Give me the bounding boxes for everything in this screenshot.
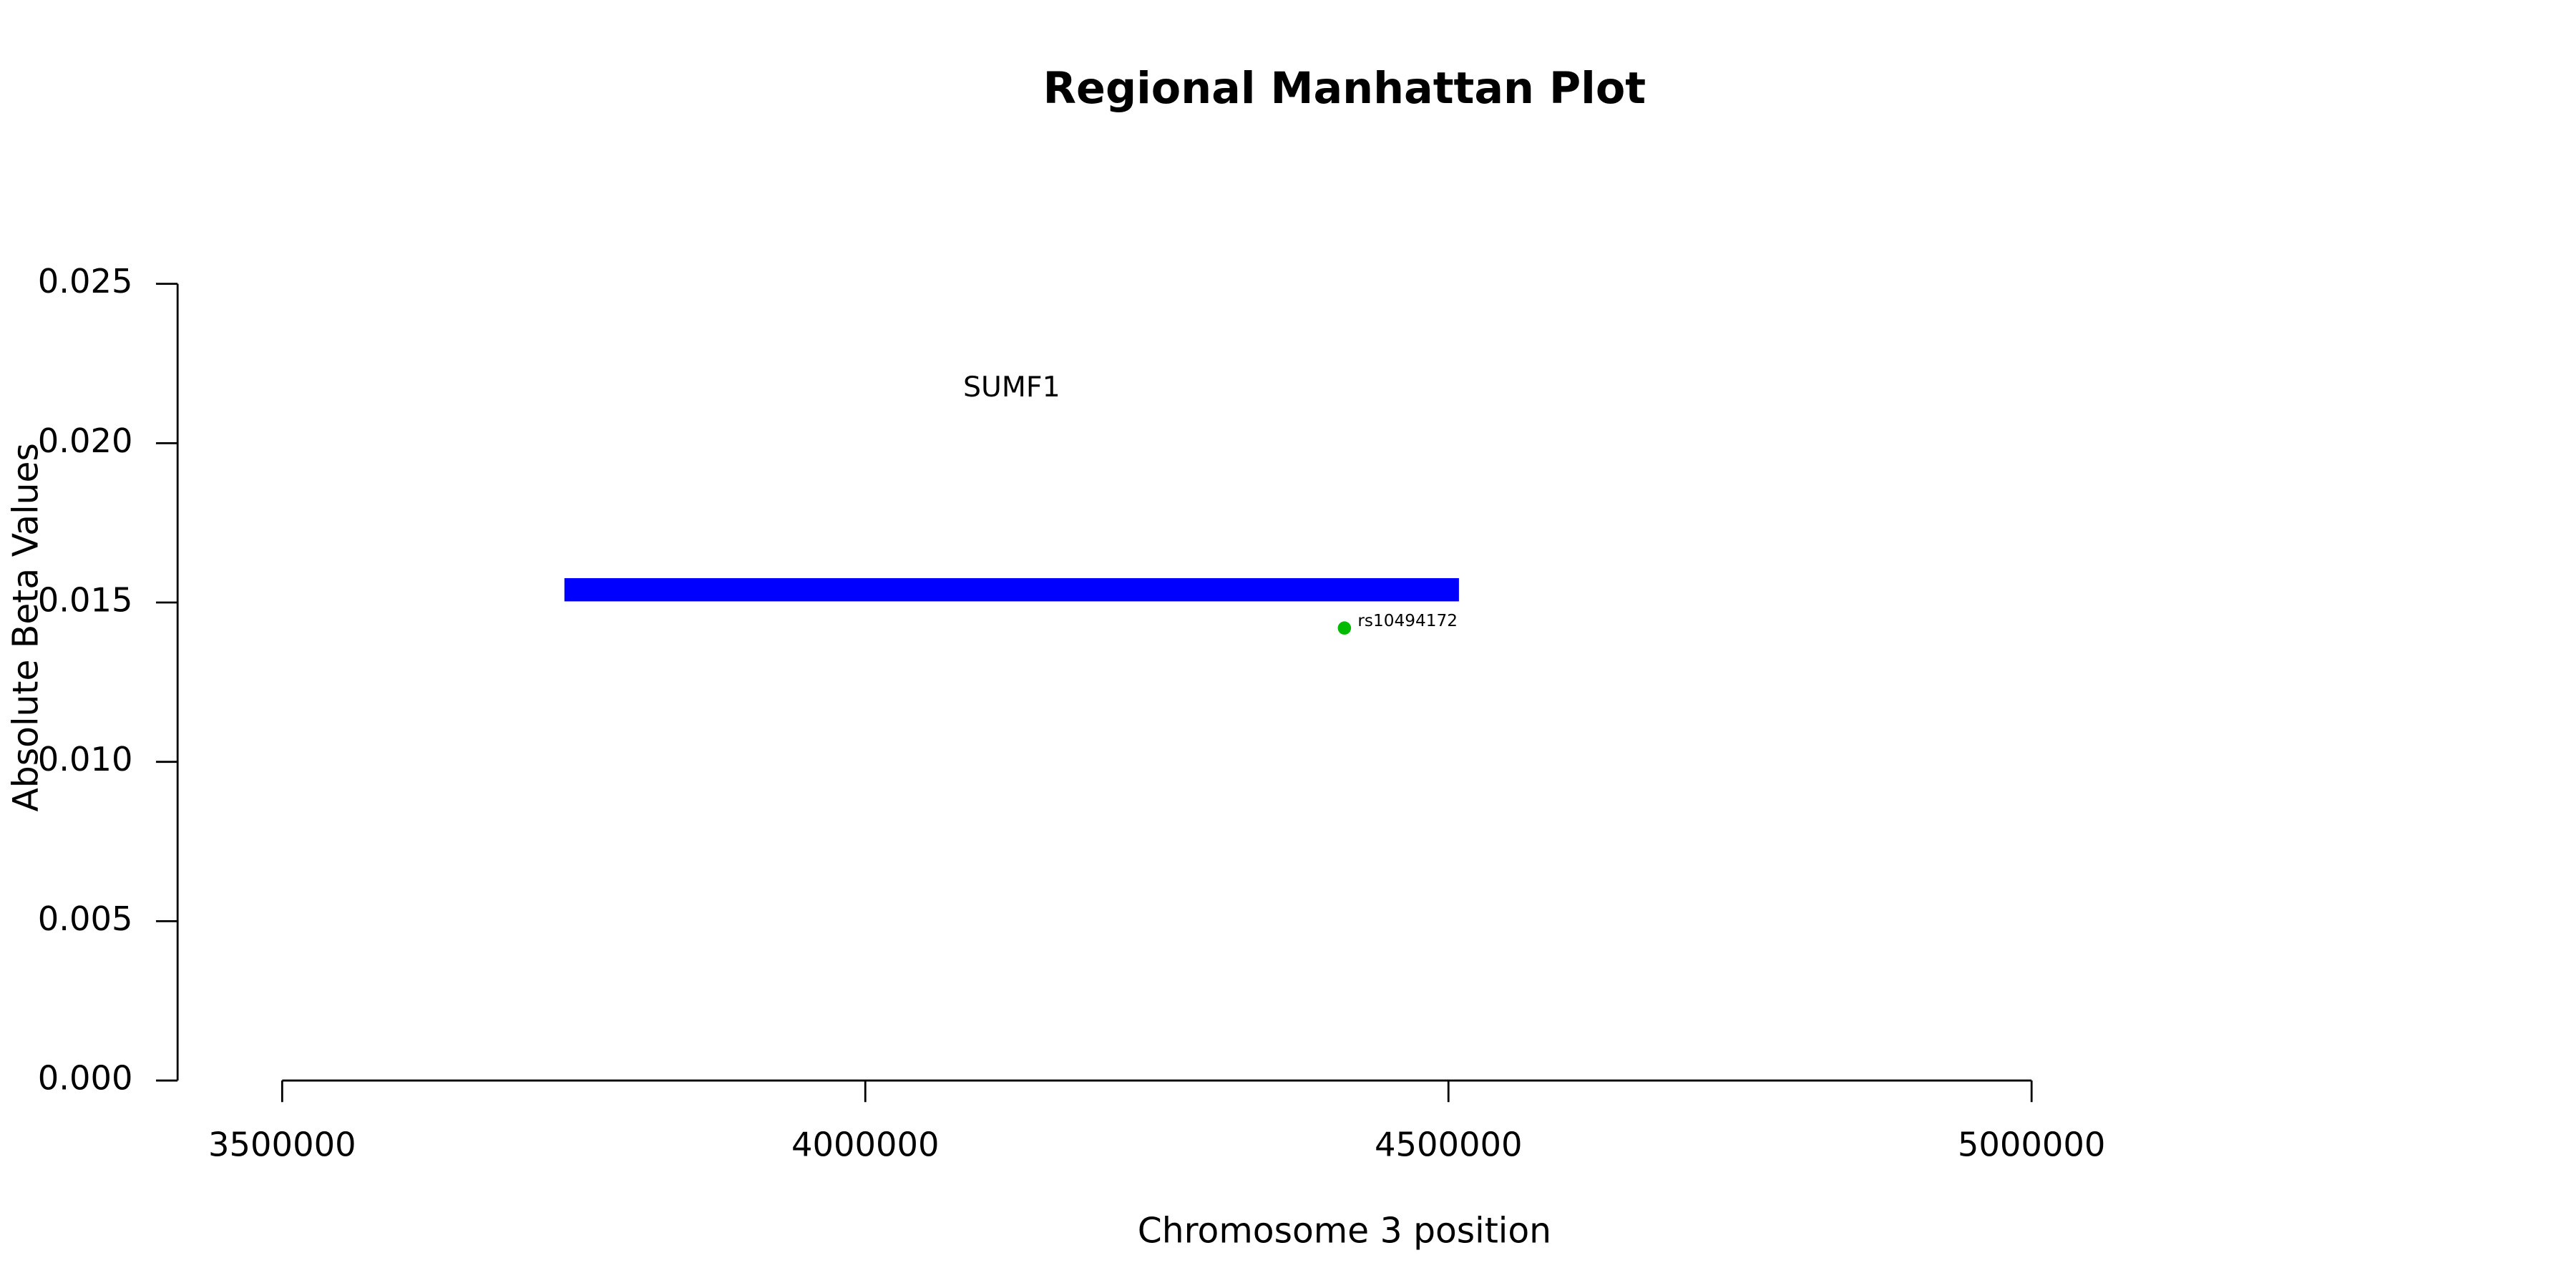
y-tick-label: 0.005 [38, 899, 133, 938]
y-tick-label: 0.015 [38, 581, 133, 620]
y-tick-label: 0.000 [38, 1059, 133, 1098]
x-tick-label: 4000000 [791, 1125, 940, 1163]
snp-label: rs10494172 [1357, 611, 1458, 630]
y-tick-label: 0.010 [38, 740, 133, 779]
y-tick-label: 0.025 [38, 262, 133, 301]
y-axis-label: Absolute Beta Values [6, 443, 46, 811]
x-tick-label: 5000000 [1958, 1125, 2106, 1163]
chart-title: Regional Manhattan Plot [1043, 64, 1646, 114]
x-axis-label: Chromosome 3 position [1138, 1211, 1551, 1251]
y-tick-label: 0.020 [38, 421, 133, 460]
snp-point [1337, 621, 1352, 635]
gene-label: SUMF1 [963, 371, 1060, 404]
x-tick-label: 4500000 [1375, 1125, 1523, 1163]
gene-bar [564, 577, 1459, 602]
x-tick-label: 3500000 [208, 1125, 356, 1163]
